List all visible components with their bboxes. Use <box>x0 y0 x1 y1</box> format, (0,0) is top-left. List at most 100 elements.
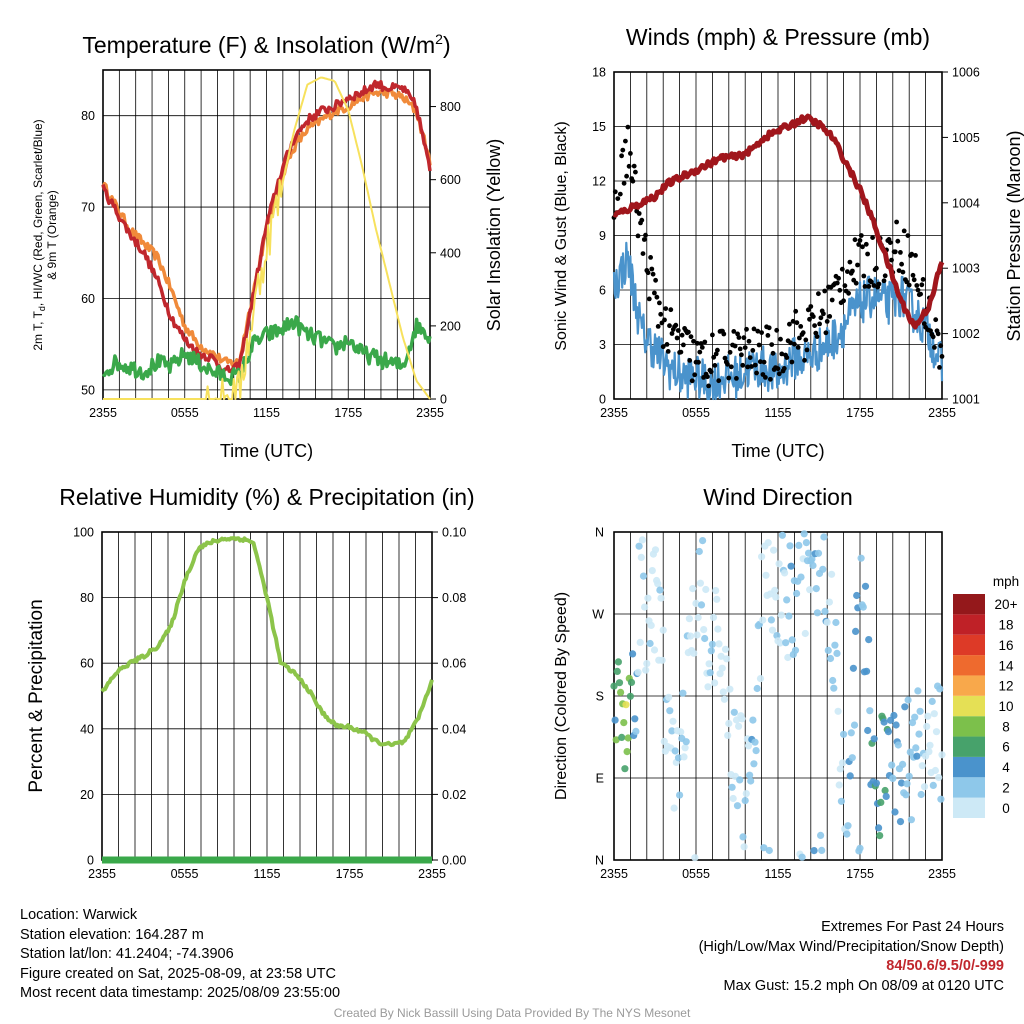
humidity-y-tick-label: 40 <box>80 722 94 736</box>
wind-direction-point <box>694 613 702 622</box>
wind-direction-point <box>638 536 647 544</box>
gust-point <box>914 283 920 288</box>
wind-direction-point <box>823 618 831 626</box>
wind-direction-point <box>808 555 816 563</box>
wind-direction-point <box>624 734 632 742</box>
wind-direction-point <box>905 772 913 780</box>
gust-point <box>802 357 807 363</box>
wind-direction-point <box>647 621 655 630</box>
colorbar-label: 2 <box>1002 780 1010 795</box>
wind-direction-point <box>680 753 688 761</box>
gust-point <box>911 277 917 283</box>
wind-direction-point <box>615 679 624 687</box>
gust-point <box>882 273 888 279</box>
gust-point <box>710 332 715 338</box>
extremes-values: 84/50.6/9.5/0/-999 <box>886 958 1004 974</box>
gust-point <box>708 369 714 375</box>
wind-direction-point <box>765 846 773 855</box>
wind-direction-point <box>846 772 854 780</box>
wind-direction-point <box>691 854 699 862</box>
wind-direction-point <box>740 843 748 851</box>
wind-direction-x-tick-label: 1155 <box>765 867 792 881</box>
winds-y-tick-label: 18 <box>592 66 606 80</box>
wind-direction-point <box>778 531 787 539</box>
gust-point <box>763 375 768 380</box>
gust-point <box>646 296 652 302</box>
winds-x-tick-label: 2355 <box>928 406 956 420</box>
temperature-x-tick-label: 1755 <box>334 406 362 420</box>
wind-direction-point <box>642 666 650 674</box>
gust-point <box>731 329 737 334</box>
wind-direction-point <box>781 569 789 577</box>
wind-direction-point <box>679 689 687 697</box>
wind-direction-point <box>775 560 783 568</box>
wind-direction-point <box>892 721 900 729</box>
colorbar-label: 12 <box>998 679 1013 694</box>
temperature-y-tick-label: 80 <box>81 109 95 123</box>
wind-direction-point <box>715 640 723 648</box>
gust-point <box>807 316 812 322</box>
wind-direction-point <box>918 762 926 770</box>
wind-direction-point <box>741 797 749 805</box>
temperature-ylabel-line2: & 9m T (Orange) <box>45 190 59 280</box>
winds-x-tick-label: 1755 <box>846 406 874 420</box>
gust-point <box>766 325 772 331</box>
gust-point <box>856 242 862 247</box>
wind-direction-point <box>668 727 676 735</box>
station-info: Location: Warwick Station elevation: 164… <box>20 906 340 1004</box>
gust-point <box>797 335 802 341</box>
wind-direction-point <box>651 546 660 554</box>
pressure-y2-tick-label: 1002 <box>952 327 980 341</box>
wind-direction-point <box>612 736 620 744</box>
gust-point <box>889 257 894 263</box>
wind-direction-point <box>733 802 742 810</box>
wind-direction-point <box>920 783 929 791</box>
wind-direction-point <box>747 777 755 785</box>
colorbar-label: 18 <box>998 618 1013 633</box>
wind-direction-point <box>753 684 761 693</box>
gust-point <box>625 124 631 130</box>
wind-direction-point <box>746 771 754 779</box>
temperature-y-tick-label: 70 <box>81 201 95 215</box>
gust-point <box>892 249 898 255</box>
wind-direction-point <box>937 795 945 803</box>
wind-direction-point <box>620 719 628 727</box>
humidity-ylabel: Percent & Precipitation <box>26 599 47 792</box>
wind-direction-point <box>784 653 792 662</box>
wind-direction-point <box>752 747 760 755</box>
gust-point <box>776 371 782 377</box>
wind-direction-point <box>938 751 946 759</box>
wind-direction-point <box>786 542 794 550</box>
precip-y2-tick-label: 0.10 <box>442 526 466 540</box>
gust-point <box>734 376 739 381</box>
gust-point <box>620 147 626 153</box>
wind-direction-ylabel: Direction (Colored By Speed) <box>553 592 570 800</box>
temperature-x-tick-label: 0555 <box>171 406 199 420</box>
gust-point <box>933 317 939 323</box>
temperature-y-tick-label: 60 <box>81 292 95 306</box>
wind-direction-point <box>685 615 694 623</box>
gust-point <box>739 352 744 358</box>
winds-x-tick-label: 2355 <box>600 406 628 420</box>
gust-point <box>623 138 628 144</box>
gust-point <box>847 259 853 265</box>
colorbar-swatch <box>953 594 985 615</box>
gust-point <box>769 342 775 347</box>
wind-direction-point <box>908 719 917 727</box>
wind-direction-point <box>716 670 724 678</box>
wind-direction-point <box>706 669 714 677</box>
gust-point <box>865 251 870 257</box>
gust-point <box>750 348 756 353</box>
gust-point <box>649 266 655 272</box>
wind-direction-point <box>848 754 856 762</box>
wind-direction-point <box>693 631 701 639</box>
gust-point <box>790 318 796 324</box>
wind-direction-point <box>929 781 937 790</box>
humidity-y-tick-label: 20 <box>80 788 94 802</box>
wind-direction-point <box>924 712 932 720</box>
colorbar-swatch <box>953 655 985 676</box>
wind-direction-x-tick-label: 2355 <box>600 867 628 881</box>
wind-direction-point <box>916 707 924 715</box>
wind-direction-x-tick-label: 0555 <box>682 867 710 881</box>
gust-point <box>657 300 662 306</box>
